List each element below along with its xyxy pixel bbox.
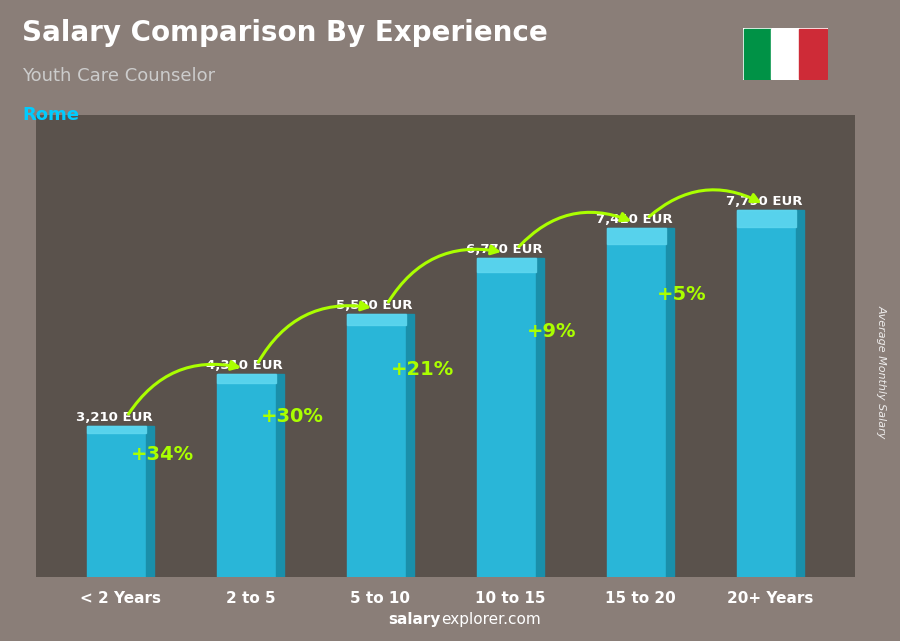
Text: 3,210 EUR: 3,210 EUR bbox=[76, 411, 152, 424]
Text: +9%: +9% bbox=[527, 322, 577, 342]
Bar bbox=[536, 258, 544, 577]
Bar bbox=[737, 210, 796, 226]
Bar bbox=[346, 313, 406, 577]
Bar bbox=[86, 426, 146, 433]
Text: Average Monthly Salary: Average Monthly Salary bbox=[877, 305, 886, 438]
Bar bbox=[477, 258, 536, 272]
Text: +5%: +5% bbox=[657, 285, 706, 304]
Bar bbox=[276, 374, 284, 577]
Text: +30%: +30% bbox=[261, 407, 323, 426]
Text: salary: salary bbox=[389, 612, 441, 627]
Bar bbox=[744, 29, 771, 79]
Bar bbox=[607, 228, 666, 244]
Bar bbox=[406, 313, 414, 577]
Text: Youth Care Counselor: Youth Care Counselor bbox=[22, 67, 216, 85]
Bar bbox=[666, 228, 674, 577]
Text: 5,590 EUR: 5,590 EUR bbox=[336, 299, 412, 312]
Text: Salary Comparison By Experience: Salary Comparison By Experience bbox=[22, 19, 548, 47]
Bar bbox=[799, 29, 826, 79]
Bar bbox=[796, 210, 805, 577]
Bar bbox=[346, 313, 406, 326]
Text: 7,410 EUR: 7,410 EUR bbox=[596, 213, 672, 226]
Bar bbox=[217, 374, 276, 577]
Text: +34%: +34% bbox=[130, 445, 194, 464]
Bar bbox=[86, 426, 146, 577]
Text: 6,770 EUR: 6,770 EUR bbox=[465, 243, 543, 256]
Text: +21%: +21% bbox=[391, 360, 454, 379]
Text: explorer.com: explorer.com bbox=[441, 612, 541, 627]
Text: Rome: Rome bbox=[22, 106, 79, 124]
Bar bbox=[477, 258, 536, 577]
Bar bbox=[146, 426, 154, 577]
Text: 4,310 EUR: 4,310 EUR bbox=[205, 359, 283, 372]
Bar bbox=[737, 210, 796, 577]
Bar bbox=[771, 29, 799, 79]
Bar bbox=[217, 374, 276, 383]
Bar bbox=[607, 228, 666, 577]
Text: 7,790 EUR: 7,790 EUR bbox=[725, 195, 802, 208]
